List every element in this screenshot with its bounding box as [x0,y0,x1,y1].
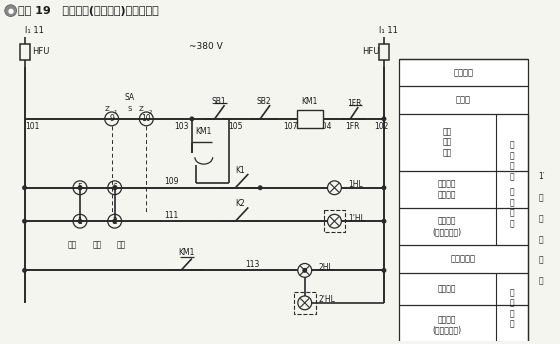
Text: 1HL: 1HL [348,180,363,189]
Text: 113: 113 [245,260,260,269]
Circle shape [77,219,82,224]
Circle shape [328,181,342,195]
Text: 停
泵
信
号: 停 泵 信 号 [510,288,514,329]
Circle shape [77,185,82,190]
Circle shape [381,185,386,190]
Text: K1: K1 [236,165,245,174]
Text: 10: 10 [142,114,151,123]
Bar [379,44,389,60]
Text: l₁ 11: l₁ 11 [25,26,44,35]
Text: SB2: SB2 [257,97,272,106]
Text: 1FR: 1FR [347,99,362,108]
Text: 自动: 自动 [67,240,77,249]
Text: HFU: HFU [32,47,50,56]
Text: Z: Z [104,106,109,112]
Text: 1′

消

防

泵

电

机: 1′ 消 防 泵 电 机 [538,172,545,286]
Text: K2: K2 [236,199,245,208]
Bar [20,44,30,60]
Bar [297,110,323,128]
Text: 控制电源: 控制电源 [453,68,473,77]
Text: 9: 9 [109,114,114,123]
Text: 1FR: 1FR [346,122,360,131]
Text: 102: 102 [374,122,389,131]
Circle shape [298,264,312,277]
Text: 熔断器: 熔断器 [456,96,470,105]
Text: 107: 107 [283,122,297,131]
Text: KM1: KM1 [301,97,318,106]
Text: 104: 104 [318,122,332,131]
Text: 101: 101 [26,122,40,131]
Text: 手
动
控
制: 手 动 控 制 [510,141,514,181]
Text: 自动: 自动 [117,240,126,249]
Text: 2: 2 [113,217,117,226]
Text: 6: 6 [112,183,117,192]
Text: ●: ● [8,8,14,14]
Text: Z: Z [139,106,144,112]
Circle shape [112,185,117,190]
Circle shape [328,214,342,228]
Text: 就地显示: 就地显示 [438,284,456,293]
Text: 遥控显示
(消防控制室): 遥控显示 (消防控制室) [433,217,462,236]
Circle shape [302,268,307,273]
Bar [399,59,528,344]
Text: 109: 109 [164,178,179,186]
Text: KM1: KM1 [178,248,194,257]
Text: SB1: SB1 [211,97,226,106]
Text: S: S [127,106,132,112]
Bar [324,211,346,232]
Text: l₁ 11: l₁ 11 [379,26,398,35]
Text: KM1: KM1 [195,127,212,136]
Text: 2'HL: 2'HL [319,295,335,304]
Text: 备用泵自投: 备用泵自投 [451,254,475,264]
Text: 自动起泵
就地显示: 自动起泵 就地显示 [438,180,456,199]
Text: 111: 111 [164,211,179,220]
Text: 105: 105 [228,122,243,131]
Text: 手动: 手动 [92,240,101,249]
Text: 自
动
控
制: 自 动 控 制 [510,188,514,228]
Text: 1'HL: 1'HL [348,214,365,223]
Circle shape [112,219,117,224]
Circle shape [189,116,194,121]
Circle shape [22,219,27,224]
Text: HFU: HFU [362,47,380,56]
Circle shape [4,5,17,17]
Text: 图解 19   消防水泵(一主一备)控制回路图: 图解 19 消防水泵(一主一备)控制回路图 [17,6,158,15]
Text: 1: 1 [114,110,117,116]
Text: 2: 2 [148,110,152,116]
Bar [294,292,316,314]
Text: 1: 1 [78,217,82,226]
Text: 遥控显示
(消防控制室): 遥控显示 (消防控制室) [433,315,462,334]
Circle shape [381,219,386,224]
Circle shape [298,296,312,310]
Text: 5: 5 [78,183,82,192]
Circle shape [22,185,27,190]
Text: ~380 V: ~380 V [189,42,223,51]
Circle shape [22,268,27,273]
Text: 103: 103 [174,122,189,131]
Text: 2HL: 2HL [319,263,333,272]
Circle shape [258,185,263,190]
Circle shape [381,116,386,121]
Circle shape [381,268,386,273]
Text: SA: SA [124,93,134,102]
Text: 起泵
就地
停泵: 起泵 就地 停泵 [443,127,452,157]
